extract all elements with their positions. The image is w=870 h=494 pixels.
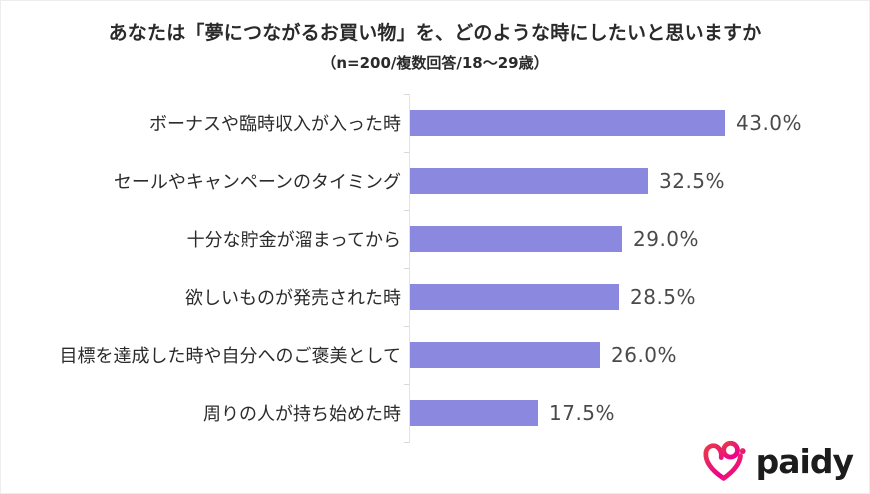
bar-value-label: 43.0%	[736, 111, 803, 135]
chart-rows: ボーナスや臨時収入が入った時 43.0% セールやキャンペーンのタイミング 32…	[1, 94, 869, 442]
chart-row: 周りの人が持ち始めた時 17.5%	[1, 384, 869, 442]
category-label: 目標を達成した時や自分へのご褒美として	[59, 346, 401, 367]
category-label: 欲しいものが発売された時	[185, 288, 401, 309]
category-label: 周りの人が持ち始めた時	[203, 404, 401, 425]
chart-row: 目標を達成した時や自分へのご褒美として 26.0%	[1, 326, 869, 384]
bar	[410, 226, 622, 252]
paidy-logo: paidy	[702, 438, 854, 484]
chart-row: 欲しいものが発売された時 28.5%	[1, 268, 869, 326]
bar-value-label: 32.5%	[659, 169, 726, 193]
bar-chart: ボーナスや臨時収入が入った時 43.0% セールやキャンペーンのタイミング 32…	[1, 94, 869, 443]
y-axis-line	[409, 94, 410, 443]
bar-value-label: 29.0%	[633, 227, 700, 251]
bar	[410, 400, 538, 426]
y-axis-ticks	[404, 94, 409, 443]
bar	[410, 342, 600, 368]
bar-track: 32.5%	[409, 152, 869, 210]
bar-track: 17.5%	[409, 384, 869, 442]
chart-header: あなたは「夢につながるお買い物」を、どのような時にしたいと思いますか （n=20…	[1, 18, 869, 73]
bar-track: 29.0%	[409, 210, 869, 268]
bar-value-label: 26.0%	[611, 343, 678, 367]
chart-subtitle: （n=200/複数回答/18～29歳）	[321, 54, 549, 72]
category-label: セールやキャンペーンのタイミング	[113, 172, 401, 193]
bar	[410, 168, 648, 194]
paidy-heart-icon	[703, 440, 746, 481]
bar	[410, 110, 725, 136]
chart-title: あなたは「夢につながるお買い物」を、どのような時にしたいと思いますか	[108, 22, 762, 44]
chart-row: セールやキャンペーンのタイミング 32.5%	[1, 152, 869, 210]
bar-track: 26.0%	[409, 326, 869, 384]
bar	[410, 284, 619, 310]
category-label: ボーナスや臨時収入が入った時	[149, 114, 401, 135]
paidy-logo-text: paidy	[755, 441, 854, 481]
bar-value-label: 28.5%	[630, 285, 697, 309]
category-label: 十分な貯金が溜まってから	[186, 230, 401, 251]
chart-row: 十分な貯金が溜まってから 29.0%	[1, 210, 869, 268]
bar-track: 28.5%	[409, 268, 869, 326]
bar-track: 43.0%	[409, 94, 869, 152]
chart-row: ボーナスや臨時収入が入った時 43.0%	[1, 94, 869, 152]
bar-value-label: 17.5%	[549, 401, 616, 425]
